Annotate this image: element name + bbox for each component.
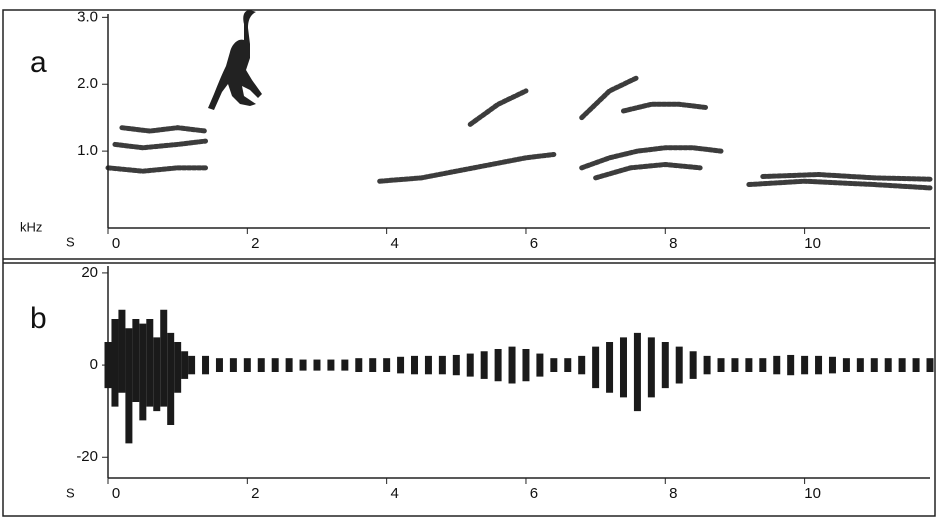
y-tick-label: -20 [76,448,98,465]
x-tick-label: 10 [804,485,821,502]
harmonic-trace [579,145,724,171]
x-tick-label: 2 [251,235,259,252]
x-axis-label: S [66,485,75,500]
x-axis-label: S [66,234,75,249]
harmonic-trace [112,138,209,151]
panel-label: b [30,302,47,335]
x-tick-label: 2 [251,485,259,502]
x-tick-label: 6 [530,235,538,252]
x-tick-label: 10 [804,235,821,252]
x-tick-label: 4 [390,485,398,502]
y-axis-label: kHz [20,219,42,234]
y-tick-label: 20 [81,264,98,281]
harmonic-trace [760,172,933,182]
y-tick-label: 1.0 [77,142,98,159]
harmonic-trace [593,161,703,181]
panel-label: a [30,46,47,79]
x-tick-label: 0 [112,485,120,502]
gibbon-icon [208,10,262,110]
harmonic-trace [620,101,710,114]
x-tick-label: 0 [112,235,120,252]
x-tick-label: 6 [530,485,538,502]
y-tick-label: 3.0 [77,8,98,25]
y-tick-label: 2.0 [77,75,98,92]
harmonic-trace [746,178,933,191]
y-tick-label: 0 [90,356,98,373]
harmonic-trace [467,88,529,127]
x-tick-label: 4 [390,235,398,252]
harmonic-trace [377,151,557,184]
harmonic-trace [119,125,209,134]
harmonic-trace [105,165,209,174]
x-tick-label: 8 [669,235,677,252]
harmonic-trace [579,75,640,121]
x-tick-label: 8 [669,485,677,502]
